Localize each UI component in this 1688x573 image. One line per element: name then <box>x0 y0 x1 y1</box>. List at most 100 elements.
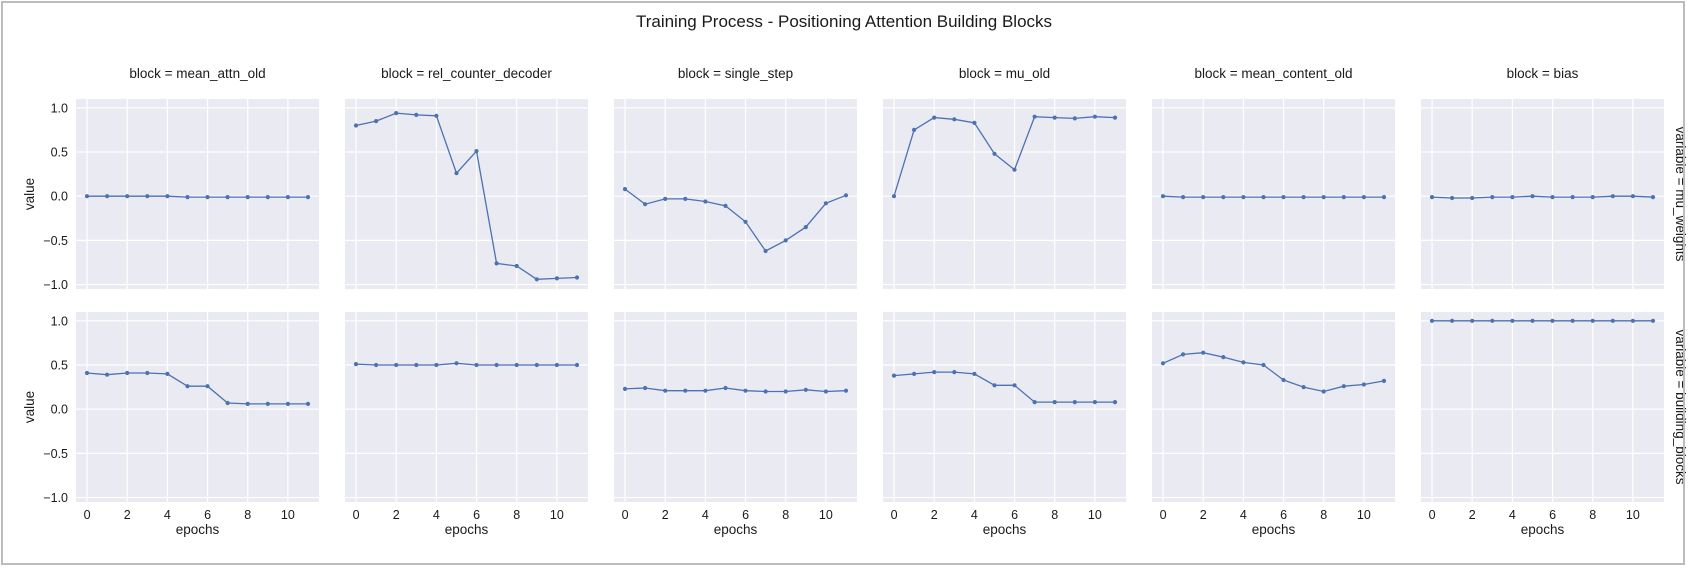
panel-mu_weights-mu_old-point-0 <box>891 194 897 199</box>
panel-building_blocks-mean_attn_old-point-2 <box>125 370 130 376</box>
xtick-label-single_step-2: 4 <box>702 508 709 522</box>
panel-mu_weights-mean_content_old-series-line <box>1162 195 1384 198</box>
panel-building_blocks-mu_old-point-0 <box>891 373 897 378</box>
panel-building_blocks-mu_old-point-3 <box>952 370 957 375</box>
panel-building_blocks-mean_attn_old-point-7 <box>225 400 230 406</box>
panel-mu_weights-rel_counter_decoder-point-4 <box>434 113 439 118</box>
panel-mu_weights-single_step-point-4 <box>703 199 708 204</box>
panel-mu_weights-single_step-point-1 <box>643 202 648 207</box>
panel-building_blocks-single_step-point-10 <box>823 389 829 394</box>
xtick-label-mean_attn_old-1: 2 <box>124 508 131 522</box>
panel-building_blocks-rel_counter_decoder-point-11 <box>574 362 580 368</box>
panel-building_blocks-mean_content_old-point-3 <box>1221 355 1226 360</box>
xtick-label-bias-0: 0 <box>1429 508 1436 522</box>
panel-mu_weights-bias-point-0 <box>1429 195 1435 200</box>
panel-mu_weights-rel_counter_decoder-point-1 <box>374 119 379 124</box>
panel-building_blocks-mu_old-point-2 <box>932 370 937 375</box>
y-axis-label-mu_weights: value <box>22 178 37 210</box>
panel-mu_weights-bias-point-3 <box>1490 195 1495 200</box>
facet-title-single_step: block = single_step <box>678 66 793 81</box>
panel-building_blocks-rel_counter_decoder-point-9 <box>534 362 539 368</box>
xtick-label-mean_content_old-4: 8 <box>1320 508 1327 522</box>
panel-mu_weights-single_step-point-2 <box>663 196 668 201</box>
panel-mu_weights-mean_attn_old-point-4 <box>165 194 170 199</box>
xtick-label-mu_old-4: 8 <box>1051 508 1058 522</box>
panel-building_blocks-rel_counter_decoder-series-line <box>355 362 577 366</box>
ytick-label-building_blocks-0: −1.0 <box>43 491 68 505</box>
xtick-label-rel_counter_decoder-4: 8 <box>513 508 520 522</box>
xtick-label-single_step-0: 0 <box>622 508 629 522</box>
panel-mu_weights-bias-point-7 <box>1570 195 1575 200</box>
panel-building_blocks-single_step-point-3 <box>683 388 688 393</box>
panel-mu_weights-rel_counter_decoder-point-10 <box>554 276 560 281</box>
panel-building_blocks-mean_attn_old-point-4 <box>165 371 170 376</box>
xtick-label-rel_counter_decoder-1: 2 <box>393 508 400 522</box>
y-axis-label-building_blocks: value <box>22 391 37 423</box>
panel-mu_weights-mean_content_old-point-8 <box>1321 195 1326 200</box>
x-axis-label-bias: epochs <box>1521 522 1565 537</box>
panel-building_blocks-bias-background <box>1421 312 1664 502</box>
panel-mu_weights-single_step-point-5 <box>723 203 728 208</box>
panel-building_blocks-mean_content_old-point-9 <box>1341 384 1346 389</box>
xtick-label-mean_content_old-3: 6 <box>1280 508 1287 522</box>
xtick-label-mean_attn_old-3: 6 <box>204 508 211 522</box>
panel-mu_weights-mean_content_old-point-9 <box>1341 195 1346 200</box>
panel-building_blocks-mean_content_old-point-6 <box>1281 377 1286 383</box>
panel-building_blocks-single_step-point-1 <box>643 385 648 391</box>
panel-building_blocks-bias-point-7 <box>1570 318 1575 323</box>
xtick-label-rel_counter_decoder-2: 4 <box>433 508 440 522</box>
panel-mu_weights-bias-point-11 <box>1650 195 1656 200</box>
panel-mu_weights-single_step-point-6 <box>743 219 748 224</box>
xtick-label-single_step-3: 6 <box>742 508 749 522</box>
panel-mu_weights-bias-background <box>1421 99 1664 289</box>
xtick-label-single_step-1: 2 <box>662 508 669 522</box>
panel-mu_weights-mean_content_old-point-2 <box>1201 195 1206 200</box>
panel-mu_weights-mean_attn_old-point-10 <box>285 195 290 200</box>
panel-mu_weights-bias-point-8 <box>1590 195 1595 200</box>
x-axis-label-mean_attn_old: epochs <box>176 522 220 537</box>
facet-title-mu_old: block = mu_old <box>959 66 1050 81</box>
panel-mu_weights-mu_old-point-11 <box>1112 115 1118 120</box>
xtick-label-rel_counter_decoder-3: 6 <box>473 508 480 522</box>
panel-building_blocks-single_step-point-6 <box>743 388 748 393</box>
panel-building_blocks-bias-point-1 <box>1450 318 1455 323</box>
panel-mu_weights-single_step-point-3 <box>683 196 688 201</box>
panel-mu_weights-bias-point-2 <box>1470 195 1475 201</box>
ytick-label-building_blocks-3: 0.5 <box>51 359 68 373</box>
panel-building_blocks-mean_attn_old-point-3 <box>145 370 150 376</box>
panel-mu_weights-mean_content_old-point-10 <box>1361 195 1366 200</box>
panel-mu_weights-mean_content_old-point-3 <box>1221 195 1226 200</box>
panel-building_blocks-rel_counter_decoder-point-0 <box>353 362 359 367</box>
panel-mu_weights-mean_attn_old-background <box>76 99 319 289</box>
panel-building_blocks-single_step-point-11 <box>843 388 849 393</box>
panel-mu_weights-mean_attn_old-series-line <box>87 195 308 198</box>
panel-mu_weights-mu_old-point-2 <box>932 115 937 120</box>
x-axis-label-mu_old: epochs <box>983 522 1027 537</box>
panel-building_blocks-bias-point-0 <box>1429 318 1435 323</box>
panel-mu_weights-mean_attn_old-point-9 <box>265 195 270 200</box>
panel-building_blocks-mean_attn_old-point-11 <box>305 401 311 406</box>
panel-building_blocks-mu_old-point-9 <box>1072 400 1077 405</box>
ytick-label-mu_weights-4: 1.0 <box>51 101 68 115</box>
panel-mu_weights-mu_old-point-4 <box>972 120 977 125</box>
panel-mu_weights-mean_content_old-point-5 <box>1261 195 1266 200</box>
panel-building_blocks-rel_counter_decoder-point-4 <box>434 362 439 368</box>
panel-building_blocks-mean_content_old-series-line <box>1162 352 1385 393</box>
panel-mu_weights-mu_old-point-6 <box>1012 167 1017 172</box>
panel-building_blocks-bias-point-6 <box>1550 318 1555 323</box>
panel-mu_weights-single_step-point-9 <box>803 225 808 230</box>
panel-building_blocks-mu_old-point-4 <box>972 371 977 376</box>
panel-mu_weights-bias-point-6 <box>1550 195 1555 200</box>
panel-building_blocks-single_step-point-2 <box>663 388 668 393</box>
xtick-label-mu_old-5: 10 <box>1088 508 1102 522</box>
panel-mu_weights-mean_attn_old-point-7 <box>225 195 230 200</box>
panel-building_blocks-mean_content_old-point-8 <box>1321 389 1326 394</box>
x-axis-label-mean_content_old: epochs <box>1252 522 1296 537</box>
panel-building_blocks-mu_old-point-10 <box>1092 400 1097 405</box>
panel-building_blocks-single_step-point-8 <box>783 389 788 394</box>
panel-building_blocks-bias-point-5 <box>1530 318 1535 323</box>
panel-building_blocks-mu_old-point-6 <box>1012 383 1017 388</box>
panel-mu_weights-mu_old-point-8 <box>1052 115 1057 120</box>
